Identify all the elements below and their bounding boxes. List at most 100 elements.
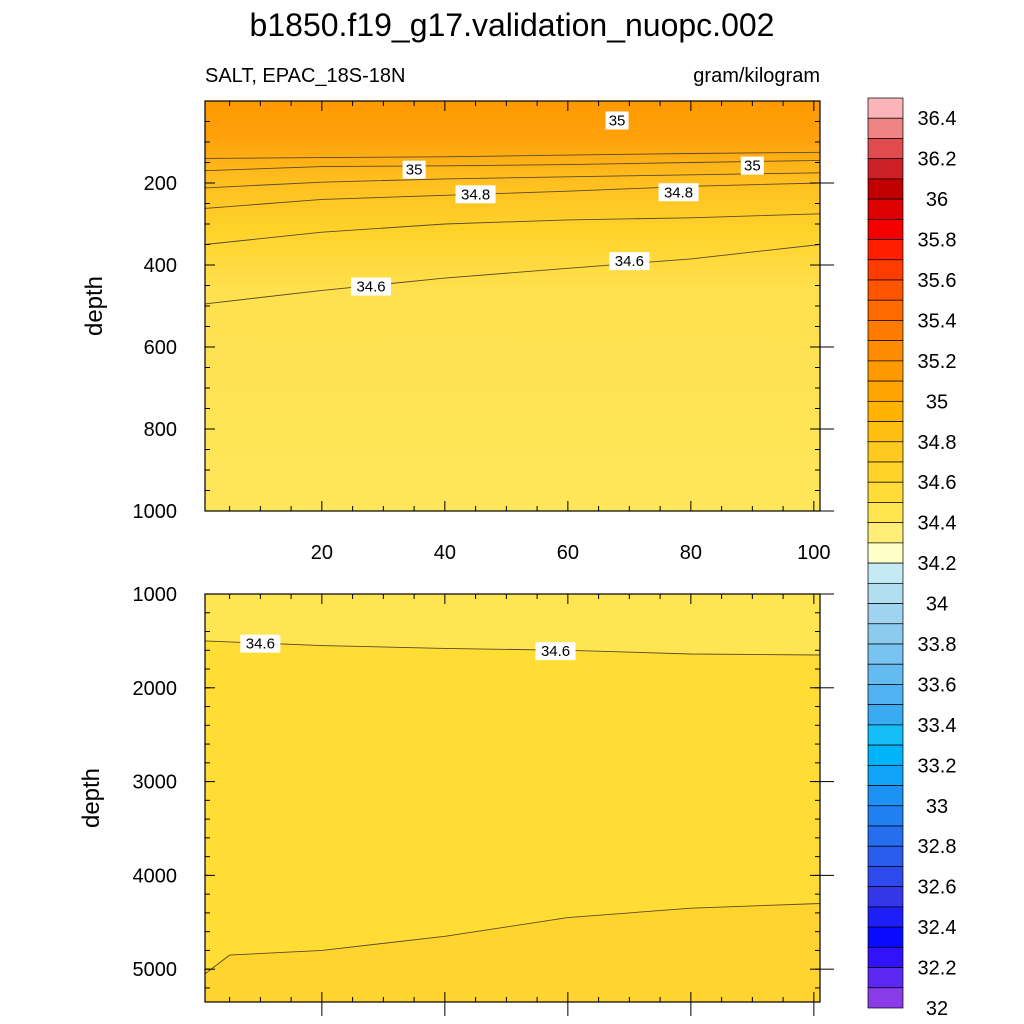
contour-label: 34.6 (541, 643, 570, 660)
lower-contour-lines (204, 640, 821, 975)
upper-y-axis-label: depth (81, 276, 108, 336)
contour-label-box (455, 185, 496, 204)
colorbar-label: 32 (926, 998, 948, 1020)
contour-line-34-7 (204, 903, 821, 975)
colorbar-label: 33 (926, 796, 948, 818)
contour-label: 35 (406, 162, 423, 179)
colorbar-box (867, 340, 904, 362)
y-tick-label: 2000 (133, 678, 178, 700)
colorbar: 36.4 36.2 36 35.8 35.6 35.4 35.2 35 34.8 34.6 34.4… (867, 97, 957, 1020)
upper-contour-lines (204, 151, 821, 305)
colorbar-box (867, 481, 904, 503)
lower-panel-frame (204, 593, 821, 1003)
colorbar-box (867, 926, 904, 948)
contour-label-box (605, 111, 629, 130)
contour-line-34-8 (204, 182, 821, 209)
contour-label: 35 (609, 113, 626, 130)
y-tick-label: 3000 (133, 772, 178, 794)
y-tick-label: 200 (144, 173, 177, 195)
units-label: gram/kilogram (693, 65, 820, 87)
y-tick-label: 1000 (133, 501, 178, 523)
colorbar-box (867, 117, 904, 139)
colorbar-label: 34 (926, 594, 948, 616)
colorbar-box (867, 845, 904, 867)
lower-panel: 34.6 34.6 1000 2000 3000 4000 5000 depth (78, 584, 834, 1016)
contour-label: 34.6 (615, 253, 644, 270)
colorbar-box (867, 158, 904, 180)
contour-label: 34.6 (356, 279, 385, 296)
colorbar-box (867, 684, 904, 706)
contour-label-box (240, 634, 281, 653)
colorbar-box (867, 239, 904, 261)
colorbar-boxes (867, 97, 904, 1009)
colorbar-box (867, 400, 904, 422)
colorbar-label: 36.2 (918, 149, 957, 171)
y-tick-label: 600 (144, 337, 177, 359)
colorbar-label: 32.4 (918, 917, 957, 939)
contour-label: 34.6 (246, 636, 275, 653)
lower-top-band (205, 594, 820, 655)
y-tick-label: 800 (144, 419, 177, 441)
contour-line-34-6 (204, 640, 821, 656)
colorbar-box (867, 744, 904, 766)
colorbar-box (867, 461, 904, 483)
colorbar-box (867, 886, 904, 908)
colorbar-box (867, 866, 904, 888)
colorbar-box (867, 441, 904, 463)
colorbar-label: 36.4 (918, 108, 957, 130)
colorbar-label: 33.4 (918, 715, 957, 737)
lower-contour-labels: 34.6 34.6 (240, 634, 576, 661)
colorbar-label: 34.4 (918, 513, 957, 535)
colorbar-box (867, 764, 904, 786)
colorbar-label: 32.2 (918, 958, 957, 980)
contour-label-box (609, 252, 650, 271)
y-tick-label: 5000 (133, 959, 178, 981)
colorbar-label: 34.8 (918, 432, 957, 454)
lower-bottom-band (205, 903, 820, 1002)
upper-contour-labels: 35 35 35 34.8 34.8 34.6 34.6 (351, 111, 764, 296)
colorbar-box (867, 259, 904, 281)
x-tick-label: 100 (797, 542, 830, 564)
lower-ticks: 1000 2000 3000 4000 5000 (133, 584, 834, 1016)
x-tick-label: 40 (434, 542, 456, 564)
figure-title: b1850.f19_g17.validation_nuopc.002 (250, 7, 775, 43)
colorbar-box (867, 663, 904, 685)
colorbar-label: 35.6 (918, 270, 957, 292)
colorbar-box (867, 704, 904, 726)
contour-line-34-6 (204, 244, 821, 305)
contour-label: 35 (744, 158, 761, 175)
colorbar-box (867, 785, 904, 807)
colorbar-box (867, 138, 904, 160)
contour-line-35 (204, 159, 821, 172)
colorbar-label: 35 (926, 391, 948, 413)
colorbar-labels: 36.4 36.2 36 35.8 35.6 35.4 35.2 35 34.8 34.6 34.4… (918, 108, 957, 1020)
contour-line-34-7 (204, 213, 821, 245)
colorbar-label: 34.2 (918, 553, 957, 575)
variable-label: SALT, EPAC_18S-18N (205, 65, 405, 87)
colorbar-box (867, 421, 904, 443)
contour-label: 34.8 (664, 184, 693, 201)
x-tick-label: 60 (557, 542, 579, 564)
colorbar-box (867, 987, 904, 1009)
contour-line-34-9 (204, 172, 821, 189)
colorbar-box (867, 320, 904, 342)
colorbar-box (867, 542, 904, 564)
upper-panel-frame (204, 100, 821, 512)
colorbar-box (867, 805, 904, 827)
colorbar-box (867, 279, 904, 301)
x-tick-label: 80 (680, 542, 702, 564)
colorbar-box (867, 967, 904, 989)
contour-label: 34.8 (461, 186, 490, 203)
colorbar-box (867, 643, 904, 665)
contour-label-box (351, 277, 392, 296)
colorbar-label: 32.6 (918, 877, 957, 899)
colorbar-box (867, 562, 904, 584)
colorbar-box (867, 502, 904, 524)
y-tick-label: 400 (144, 255, 177, 277)
contour-label-box (658, 183, 699, 202)
colorbar-box (867, 623, 904, 645)
colorbar-label: 35.4 (918, 310, 957, 332)
y-tick-label: 1000 (133, 584, 178, 606)
